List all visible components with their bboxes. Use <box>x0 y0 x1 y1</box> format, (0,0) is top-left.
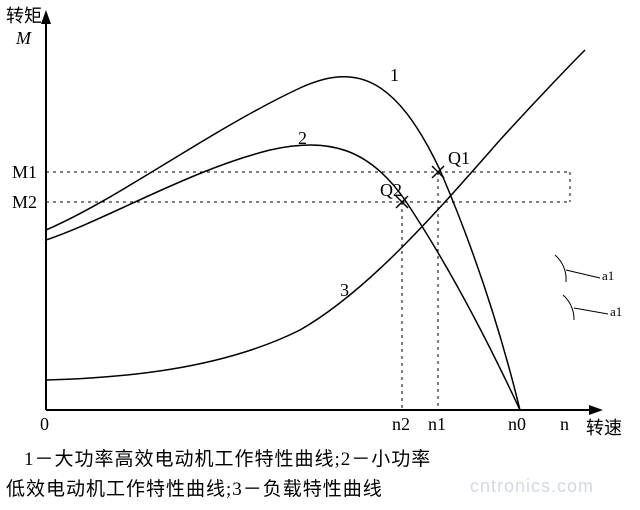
curve-2-label: 2 <box>298 128 307 149</box>
y-axis-symbol: M <box>16 28 31 49</box>
caption-line-2: 低效电动机工作特性曲线;3－负载特性曲线 <box>6 474 383 501</box>
diagram-canvas <box>0 0 640 510</box>
angle-a1-upper: a1 <box>602 268 614 284</box>
curve-1-label: 1 <box>390 65 399 86</box>
watermark: cntronics.com <box>470 476 594 497</box>
x-axis-symbol: n <box>560 414 569 435</box>
caption-line-1: 1－大功率高效电动机工作特性曲线;2－小功率 <box>24 444 431 471</box>
point-q1-label: Q1 <box>448 148 470 169</box>
angle-a1-lower: a1 <box>610 304 622 320</box>
guide-lines <box>46 172 570 410</box>
axes <box>41 10 603 415</box>
x-axis-label: 转速 <box>586 414 622 440</box>
origin-label: 0 <box>40 414 49 435</box>
curve-3 <box>46 50 585 380</box>
curves <box>46 50 585 410</box>
tick-n0: n0 <box>508 414 526 435</box>
angle-marks <box>555 255 608 320</box>
point-q2-label: Q2 <box>380 180 402 201</box>
curve-2 <box>46 145 520 410</box>
tick-m2: M2 <box>12 192 37 213</box>
tick-n2: n2 <box>392 414 410 435</box>
tick-n1: n1 <box>428 414 446 435</box>
y-axis-label: 转矩 <box>6 2 42 28</box>
curve-1 <box>46 77 520 410</box>
tick-m1: M1 <box>12 162 37 183</box>
curve-3-label: 3 <box>340 280 349 301</box>
